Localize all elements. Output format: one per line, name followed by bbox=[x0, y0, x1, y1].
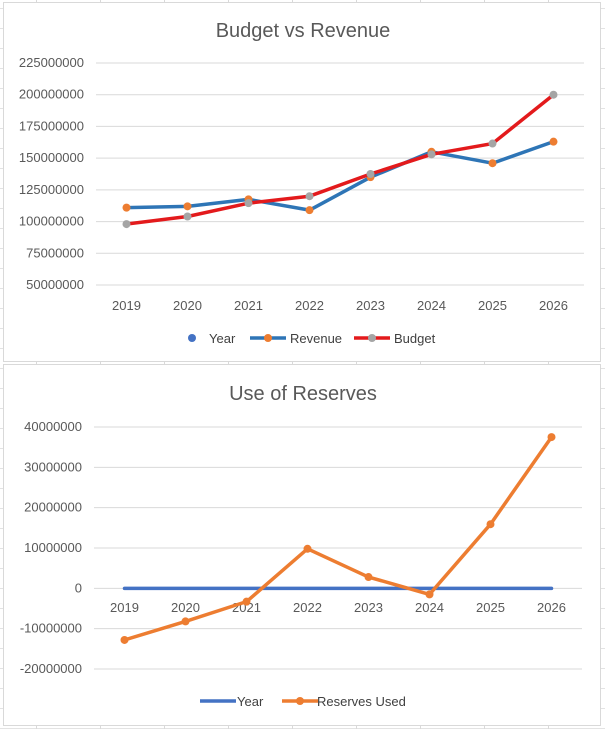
x-tick-label: 2020 bbox=[173, 298, 202, 313]
y-tick-label: 30000000 bbox=[24, 459, 82, 474]
y-tick-label: 150000000 bbox=[19, 150, 84, 165]
data-point-revenue bbox=[549, 137, 558, 146]
data-point-reserves-used bbox=[364, 573, 373, 582]
budget-vs-revenue-svg: Budget vs Revenue 225000000 200000000 1750… bbox=[19, 20, 584, 346]
legend-label: Reserves Used bbox=[317, 694, 406, 709]
data-point-budget bbox=[488, 139, 497, 148]
data-point-reserves-used bbox=[425, 590, 434, 599]
y-tick-label: -20000000 bbox=[20, 661, 82, 676]
legend-marker bbox=[188, 334, 196, 342]
chart-title: Budget vs Revenue bbox=[216, 20, 391, 42]
data-point-budget bbox=[366, 170, 375, 178]
data-point-reserves-used bbox=[547, 433, 556, 442]
data-point-revenue bbox=[183, 202, 192, 211]
x-tick-label: 2026 bbox=[539, 298, 568, 313]
y-tick-label: 225000000 bbox=[19, 55, 84, 70]
data-point-budget bbox=[427, 150, 436, 159]
y-tick-label: 50000000 bbox=[26, 277, 84, 292]
x-tick-label: 2026 bbox=[537, 600, 566, 615]
y-tick-label: 20000000 bbox=[24, 500, 82, 515]
data-point-reserves-used bbox=[120, 635, 129, 644]
data-point-reserves-used bbox=[242, 597, 251, 606]
data-point-budget bbox=[122, 220, 131, 229]
data-point-reserves-used bbox=[486, 520, 495, 529]
legend-label: Year bbox=[209, 331, 236, 346]
y-tick-label: 175000000 bbox=[19, 118, 84, 133]
x-tick-label: 2022 bbox=[295, 298, 324, 313]
x-tick-label: 2023 bbox=[354, 600, 383, 615]
legend-marker bbox=[368, 334, 376, 342]
y-tick-label: 200000000 bbox=[19, 87, 84, 102]
series-line-reserves-used bbox=[122, 435, 554, 642]
data-point-revenue bbox=[122, 203, 131, 212]
legend-label: Revenue bbox=[290, 331, 342, 346]
x-tick-label: 2019 bbox=[110, 600, 139, 615]
data-point-revenue bbox=[488, 159, 497, 168]
y-tick-label: -10000000 bbox=[20, 621, 82, 636]
x-tick-label: 2021 bbox=[234, 298, 263, 313]
data-point-reserves-used bbox=[303, 544, 312, 553]
y-tick-label: 10000000 bbox=[24, 540, 82, 555]
data-point-budget bbox=[183, 212, 192, 221]
legend-marker bbox=[264, 334, 272, 342]
x-tick-label: 2025 bbox=[478, 298, 507, 313]
y-tick-label: 40000000 bbox=[24, 419, 82, 434]
data-point-reserves-used bbox=[181, 617, 190, 626]
y-tick-label: 75000000 bbox=[26, 245, 84, 260]
y-tick-label: 125000000 bbox=[19, 182, 84, 197]
x-tick-label: 2019 bbox=[112, 298, 141, 313]
data-point-budget bbox=[305, 192, 314, 201]
series-line-revenue bbox=[124, 139, 556, 212]
legend-label: Budget bbox=[394, 331, 436, 346]
legend-label: Year bbox=[237, 694, 264, 709]
budget-vs-revenue-chart[interactable]: Budget vs Revenue 225000000 200000000 1750… bbox=[3, 2, 601, 362]
x-tick-label: 2025 bbox=[476, 600, 505, 615]
use-of-reserves-chart[interactable]: Use of Reserves 40000000 30000000 20000000… bbox=[3, 364, 601, 726]
series-line-budget bbox=[124, 92, 556, 226]
data-point-revenue bbox=[305, 206, 314, 215]
data-point-budget bbox=[549, 90, 558, 99]
x-tick-label: 2024 bbox=[417, 298, 446, 313]
chart-title: Use of Reserves bbox=[229, 383, 377, 405]
x-tick-label: 2022 bbox=[293, 600, 322, 615]
data-point-budget bbox=[244, 199, 253, 208]
legend-marker bbox=[296, 697, 304, 705]
y-tick-label: 100000000 bbox=[19, 214, 84, 229]
use-of-reserves-svg: Use of Reserves 40000000 30000000 20000000… bbox=[20, 383, 582, 709]
x-tick-label: 2020 bbox=[171, 600, 200, 615]
y-tick-label: 0 bbox=[75, 580, 82, 595]
x-tick-label: 2023 bbox=[356, 298, 385, 313]
x-tick-label: 2024 bbox=[415, 600, 444, 615]
